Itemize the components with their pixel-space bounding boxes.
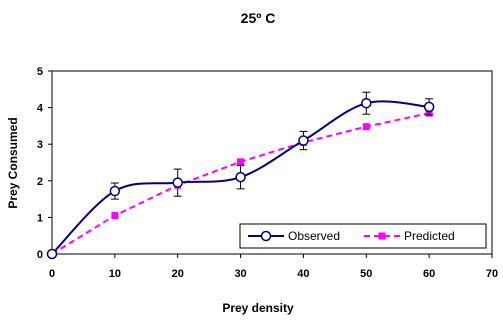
- x-tick-label: 70: [486, 268, 498, 280]
- legend-observed-marker: [260, 230, 272, 242]
- y-tick-label: 1: [37, 212, 43, 224]
- observed-point: [46, 248, 58, 260]
- chart-title: 25º C: [241, 10, 276, 26]
- y-tick-label: 0: [37, 249, 43, 261]
- predicted-point: [362, 123, 370, 131]
- observed-point: [298, 135, 309, 146]
- legend-observed-label: Observed: [288, 229, 340, 243]
- x-tick-label: 50: [360, 268, 372, 280]
- x-tick-label: 60: [423, 268, 435, 280]
- predicted-point: [111, 212, 119, 220]
- observed-point: [423, 101, 435, 113]
- y-tick-label: 4: [37, 103, 44, 115]
- legend: Observed Predicted: [239, 223, 487, 249]
- x-tick-label: 30: [234, 268, 246, 280]
- observed-point: [361, 97, 372, 109]
- plot-frame: [51, 70, 493, 255]
- y-tick-label: 3: [37, 139, 43, 151]
- y-tick-label: 2: [37, 176, 43, 188]
- x-tick-label: 10: [109, 268, 121, 280]
- x-tick-label: 40: [297, 268, 309, 280]
- x-axis-title: Prey density: [222, 301, 294, 315]
- legend-predicted-marker: [378, 232, 386, 240]
- y-axis-title: Prey Consumed: [6, 117, 20, 208]
- y-tick-label: 5: [37, 66, 43, 78]
- x-tick-label: 20: [172, 268, 184, 280]
- x-tick-label: 0: [49, 268, 55, 280]
- predicted-point: [237, 158, 245, 166]
- observed-point: [172, 177, 183, 188]
- observed-point: [109, 185, 121, 197]
- observed-point: [235, 171, 246, 183]
- legend-predicted-label: Predicted: [404, 229, 455, 243]
